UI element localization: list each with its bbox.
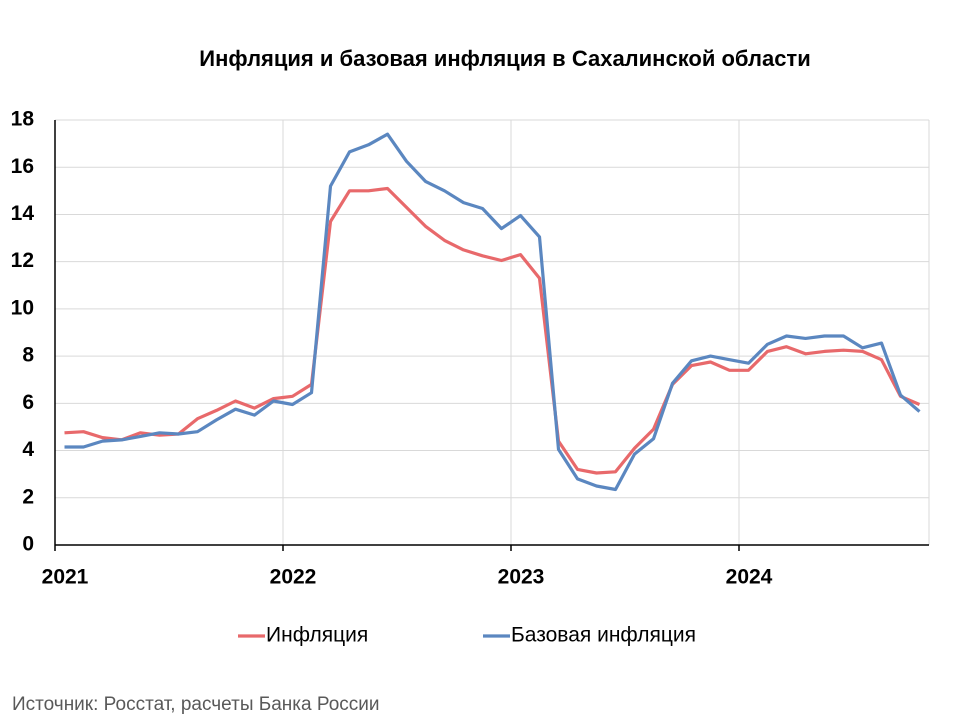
series-line bbox=[64, 132, 921, 492]
legend-label: Инфляция bbox=[266, 624, 368, 647]
x-tick-label: 2024 bbox=[726, 566, 773, 589]
y-tick-label: 8 bbox=[22, 344, 34, 367]
y-tick-label: 4 bbox=[22, 438, 34, 461]
y-tick-label: 18 bbox=[11, 108, 35, 131]
series-line bbox=[64, 186, 921, 475]
legend-label: Базовая инфляция bbox=[511, 624, 696, 647]
y-tick-label: 14 bbox=[11, 202, 35, 225]
y-tick-label: 10 bbox=[11, 296, 34, 319]
y-tick-label: 2 bbox=[22, 485, 34, 508]
chart-title: Инфляция и базовая инфляция в Сахалинско… bbox=[199, 46, 810, 71]
x-tick-label: 2022 bbox=[270, 566, 317, 589]
x-tick-label: 2021 bbox=[42, 566, 89, 589]
y-tick-label: 0 bbox=[22, 533, 34, 556]
x-tick-label: 2023 bbox=[498, 566, 545, 589]
y-tick-label: 16 bbox=[11, 155, 34, 178]
y-tick-label: 6 bbox=[22, 391, 34, 414]
source-note: Источник: Росстат, расчеты Банка России bbox=[12, 694, 380, 715]
y-tick-label: 12 bbox=[11, 249, 34, 272]
